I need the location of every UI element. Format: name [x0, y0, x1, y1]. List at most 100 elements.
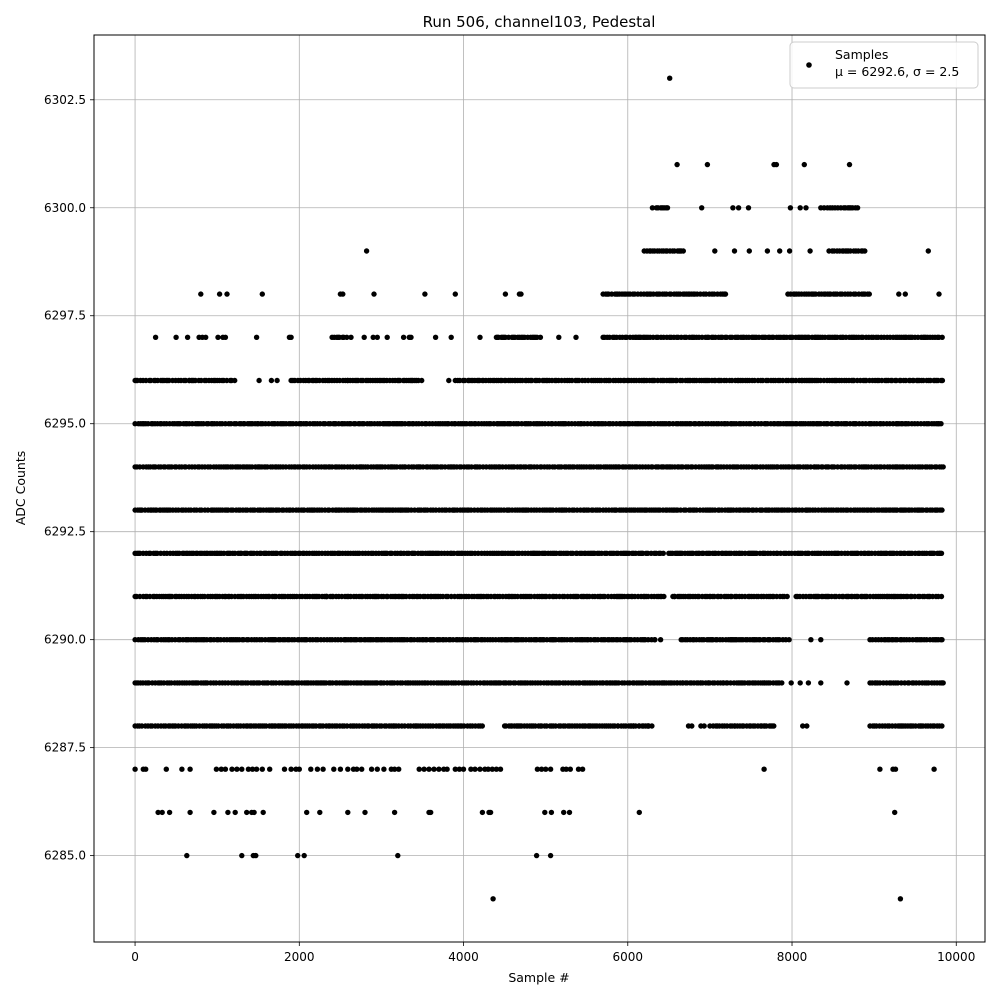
data-point [159, 809, 165, 816]
data-point [179, 766, 185, 772]
data-point [345, 766, 351, 772]
data-point [260, 809, 266, 816]
data-point [152, 334, 159, 340]
data-point [547, 766, 554, 772]
data-point [308, 766, 314, 772]
data-point [348, 334, 354, 340]
data-point [173, 334, 179, 340]
data-point [468, 766, 474, 772]
data-point [391, 809, 398, 816]
data-point [497, 766, 504, 772]
data-point [803, 205, 809, 211]
data-point [198, 291, 204, 297]
data-point [384, 334, 390, 340]
data-point [661, 593, 667, 600]
data-point [368, 766, 375, 772]
data-point [234, 766, 240, 772]
data-point [556, 334, 562, 340]
data-point [218, 766, 224, 772]
data-point [245, 766, 252, 772]
data-point [701, 723, 707, 729]
data-point [268, 377, 275, 384]
data-point [543, 766, 549, 772]
data-point [660, 550, 666, 556]
data-point [239, 852, 245, 859]
data-point [567, 766, 573, 772]
data-point [537, 334, 544, 340]
data-point [805, 680, 812, 686]
data-point [939, 637, 945, 643]
data-point [636, 723, 642, 729]
legend: Samples μ = 6292.6, σ = 2.5 [789, 41, 979, 89]
data-point [426, 766, 432, 772]
data-point [615, 723, 621, 729]
legend-box [789, 41, 979, 89]
data-point [579, 766, 586, 772]
data-point [477, 334, 483, 340]
data-point [720, 680, 726, 686]
data-point [533, 852, 540, 859]
data-point [239, 766, 245, 772]
data-point [680, 248, 686, 254]
data-point [166, 809, 173, 816]
data-point [784, 593, 790, 600]
data-point [489, 766, 495, 772]
data-point [436, 766, 442, 772]
data-point [337, 766, 344, 772]
data-point [232, 377, 238, 384]
data-point [731, 248, 738, 254]
data-point [800, 723, 806, 729]
data-point [931, 766, 937, 772]
data-point [370, 334, 376, 340]
data-point [735, 205, 742, 211]
data-point [225, 809, 231, 816]
data-point [281, 766, 288, 772]
data-point [361, 334, 367, 340]
data-point [446, 377, 452, 384]
y-tick-label: 6285.0 [44, 849, 86, 863]
data-point [674, 680, 680, 686]
data-point [939, 680, 945, 686]
legend-stats: μ = 6292.6, σ = 2.5 [835, 64, 959, 79]
data-point [786, 248, 793, 254]
data-point [279, 421, 285, 427]
y-tick-label: 6292.5 [44, 525, 86, 539]
data-point [187, 766, 193, 772]
data-point [561, 809, 567, 816]
data-point [667, 75, 673, 81]
data-point [421, 766, 427, 772]
data-point [866, 291, 872, 297]
data-point [274, 377, 280, 384]
data-point [444, 766, 450, 772]
data-point [652, 637, 658, 643]
data-point [862, 248, 868, 254]
data-point [487, 809, 494, 816]
x-tick-label: 8000 [777, 950, 808, 964]
data-point [253, 766, 260, 772]
data-point [216, 291, 223, 297]
data-points [132, 75, 946, 902]
data-point [818, 637, 824, 643]
data-point [787, 205, 794, 211]
data-point [762, 723, 768, 729]
data-point [452, 766, 458, 772]
data-point [801, 161, 807, 168]
data-point [215, 334, 221, 340]
data-point [566, 809, 573, 816]
data-point [381, 766, 387, 772]
data-point [232, 809, 238, 816]
data-point [255, 421, 261, 427]
data-point [854, 205, 861, 211]
data-point [705, 680, 711, 686]
data-point [902, 291, 908, 297]
data-point [143, 766, 149, 772]
data-point [288, 766, 294, 772]
data-point [432, 334, 439, 340]
chart-title: Run 506, channel103, Pedestal [423, 13, 656, 31]
x-axis-label: Sample # [508, 970, 569, 985]
data-point [877, 766, 883, 772]
data-point [331, 766, 337, 772]
data-point [704, 161, 711, 168]
data-point [502, 291, 509, 297]
